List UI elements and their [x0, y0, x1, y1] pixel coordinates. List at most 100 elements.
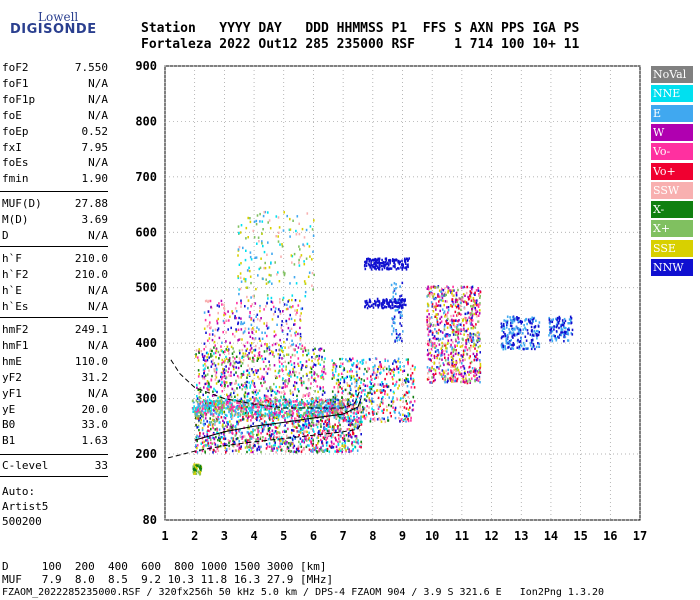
- echo-point: [299, 248, 301, 251]
- echo-point: [219, 405, 222, 409]
- echo-point: [246, 376, 248, 379]
- echo-point: [249, 434, 251, 438]
- echo-point: [255, 438, 258, 442]
- echo-point: [248, 371, 250, 375]
- echo-point: [399, 420, 401, 423]
- echo-point: [399, 405, 402, 409]
- echo-point: [457, 330, 460, 333]
- echo-point: [438, 357, 441, 361]
- echo-point: [450, 377, 452, 380]
- echo-point: [319, 431, 321, 434]
- echo-point: [352, 375, 355, 378]
- echo-point: [408, 391, 411, 394]
- echo-point: [336, 394, 338, 398]
- echo-point: [355, 397, 357, 401]
- echo-point: [451, 371, 453, 375]
- echo-point: [443, 311, 445, 315]
- echo-point: [237, 322, 239, 326]
- echo-point: [457, 305, 459, 308]
- param-row: yF2 31.2: [2, 370, 108, 386]
- echo-point: [342, 405, 345, 408]
- echo-point: [252, 328, 255, 331]
- echo-point: [203, 372, 205, 375]
- echo-point: [513, 334, 516, 337]
- echo-point: [433, 354, 436, 358]
- echo-point: [468, 373, 470, 376]
- echo-point: [360, 395, 362, 398]
- echo-point: [214, 428, 216, 431]
- echo-point: [402, 306, 404, 309]
- echo-point: [219, 402, 221, 405]
- echo-point: [478, 336, 480, 340]
- echo-point: [292, 219, 294, 222]
- x-tick-label: 14: [544, 529, 558, 543]
- echo-point: [257, 402, 259, 405]
- echo-point: [341, 376, 344, 379]
- echo-point: [257, 399, 260, 403]
- echo-point: [336, 398, 338, 402]
- echo-point: [236, 422, 238, 426]
- echo-point: [312, 401, 315, 405]
- echo-point: [334, 396, 337, 399]
- echo-point: [398, 298, 401, 301]
- echo-point: [236, 398, 238, 402]
- echo-point: [389, 305, 392, 308]
- echo-point: [448, 361, 451, 364]
- param-name: foEs: [2, 156, 29, 170]
- param-value: N/A: [88, 386, 108, 400]
- echo-point: [368, 367, 370, 370]
- echo-point: [277, 445, 280, 449]
- echo-point: [373, 411, 376, 414]
- echo-point: [285, 398, 287, 401]
- echo-point: [207, 300, 209, 304]
- echo-point: [294, 354, 296, 357]
- echo-point: [339, 447, 341, 450]
- echo-point: [274, 310, 276, 313]
- echo-point: [214, 351, 217, 355]
- echo-point: [272, 437, 275, 440]
- echo-point: [238, 450, 240, 453]
- echo-point: [520, 344, 523, 348]
- echo-point: [427, 340, 429, 343]
- echo-point: [355, 380, 358, 383]
- echo-point: [405, 415, 408, 418]
- echo-point: [395, 332, 398, 336]
- echo-point: [296, 215, 299, 218]
- echo-point: [213, 437, 216, 441]
- echo-point: [272, 432, 275, 435]
- echo-point: [263, 376, 265, 379]
- echo-point: [474, 291, 476, 294]
- echo-point: [428, 348, 430, 351]
- echo-point: [333, 403, 336, 406]
- echo-point: [464, 312, 467, 316]
- echo-point: [291, 410, 294, 413]
- echo-point: [305, 430, 307, 433]
- echo-point: [226, 393, 228, 396]
- echo-point: [223, 368, 226, 371]
- echo-point: [362, 411, 364, 414]
- echo-point: [229, 402, 231, 405]
- echo-point: [478, 375, 481, 379]
- echo-point: [372, 306, 375, 309]
- echo-point: [405, 391, 408, 394]
- echo-point: [203, 435, 206, 438]
- echo-point: [441, 296, 444, 300]
- echo-point: [237, 383, 240, 386]
- echo-point: [258, 347, 261, 350]
- echo-point: [392, 396, 394, 399]
- echo-point: [444, 315, 446, 318]
- echo-point: [530, 347, 533, 351]
- echo-point: [228, 319, 230, 322]
- echo-point: [463, 372, 466, 375]
- echo-point: [218, 379, 221, 382]
- echo-point: [344, 442, 346, 445]
- echo-point: [436, 320, 439, 324]
- echo-point: [355, 402, 357, 405]
- echo-point: [270, 408, 273, 411]
- echo-point: [453, 330, 455, 333]
- echo-point: [290, 410, 292, 413]
- echo-point: [214, 374, 217, 377]
- echo-point: [360, 417, 362, 420]
- echo-point: [297, 357, 300, 360]
- echo-point: [306, 374, 308, 377]
